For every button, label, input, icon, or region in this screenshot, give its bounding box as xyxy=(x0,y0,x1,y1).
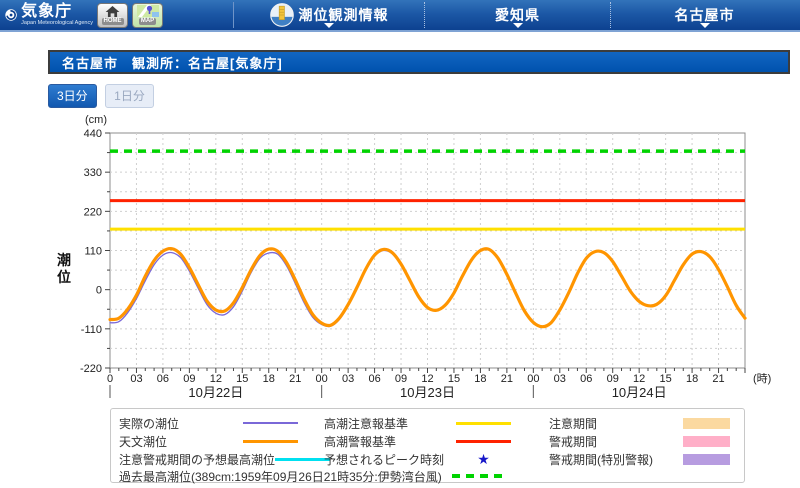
svg-text:00: 00 xyxy=(527,373,539,385)
svg-text:330: 330 xyxy=(84,167,102,179)
map-button[interactable]: MAP xyxy=(132,2,163,28)
svg-text:03: 03 xyxy=(554,373,566,385)
legend-item-warning-period: 警戒期間 xyxy=(549,432,736,450)
svg-text:06: 06 xyxy=(580,373,592,385)
svg-text:-110: -110 xyxy=(81,324,102,336)
svg-text:03: 03 xyxy=(130,373,142,385)
svg-text:10月23日: 10月23日 xyxy=(400,385,455,400)
svg-text:12: 12 xyxy=(633,373,645,385)
station-title-bar: 名古屋市 観測所：名古屋[気象庁] xyxy=(48,50,790,74)
svg-text:12: 12 xyxy=(210,373,222,385)
actual-line-sample xyxy=(243,422,298,424)
chart-legend: 実際の潮位 高潮注意報基準 注意期間 天文潮位 高潮警報基準 警戒期間 xyxy=(110,408,745,484)
nav-city[interactable]: 名古屋市 xyxy=(611,0,798,30)
svg-text:10月22日: 10月22日 xyxy=(188,385,243,400)
svg-text:21: 21 xyxy=(289,373,301,385)
svg-text:0: 0 xyxy=(107,373,113,385)
logo-title: 気象庁 xyxy=(21,2,73,20)
range-1day-button[interactable]: 1日分 xyxy=(105,84,154,108)
svg-text:18: 18 xyxy=(263,373,275,385)
svg-text:21: 21 xyxy=(712,373,724,385)
jma-emblem-icon xyxy=(5,9,17,21)
nav-tide-info-label: 潮位観測情報 xyxy=(298,7,389,23)
chevron-down-icon xyxy=(324,23,334,28)
svg-text:0: 0 xyxy=(96,285,102,297)
home-button[interactable]: HOME xyxy=(97,2,128,28)
tide-level-chart: -220 -110 0 110 220 330 440 0 03 06 09 12 15 18 21 10月2… xyxy=(80,114,771,400)
warning-period-special-swatch xyxy=(683,453,730,465)
svg-text:18: 18 xyxy=(686,373,698,385)
svg-text:06: 06 xyxy=(157,373,169,385)
svg-text:09: 09 xyxy=(607,373,619,385)
tide-gauge-icon xyxy=(269,3,294,27)
past-highest-dashed-sample xyxy=(451,474,504,478)
advisory-period-swatch xyxy=(683,417,730,429)
expected-max-line-sample xyxy=(275,457,331,461)
svg-text:06: 06 xyxy=(368,373,380,385)
range-toolbar: 3日分 1日分 xyxy=(48,84,154,108)
svg-text:00: 00 xyxy=(316,373,328,385)
station-title: 名古屋市 観測所：名古屋[気象庁] xyxy=(62,55,283,71)
y-axis-title: 潮位 xyxy=(57,252,71,285)
nav-separator xyxy=(424,2,425,28)
nav-separator xyxy=(610,2,611,28)
home-label: HOME xyxy=(101,17,124,25)
legend-item-actual: 実際の潮位 xyxy=(119,414,324,432)
legend-item-warning-period-special: 警戒期間(特別警報) xyxy=(549,450,736,468)
svg-text:110: 110 xyxy=(84,246,102,258)
logo-subtitle: Japan Meteorological Agency xyxy=(21,19,93,26)
legend-item-peak-time: 予想されるピーク時刻 ★ xyxy=(324,450,549,468)
chevron-down-icon xyxy=(699,23,710,28)
warning-criterion-line-sample xyxy=(456,439,511,443)
svg-text:12: 12 xyxy=(421,373,433,385)
jma-logo[interactable]: 気象庁 Japan Meteorological Agency xyxy=(5,2,93,28)
legend-item-astronomical: 天文潮位 xyxy=(119,432,324,450)
svg-text:09: 09 xyxy=(395,373,407,385)
legend-item-advisory-criterion: 高潮注意報基準 xyxy=(324,414,549,432)
svg-text:03: 03 xyxy=(342,373,354,385)
astronomical-line-sample xyxy=(243,439,298,443)
chevron-down-icon xyxy=(512,23,523,28)
svg-text:15: 15 xyxy=(448,373,460,385)
svg-text:15: 15 xyxy=(236,373,248,385)
svg-text:18: 18 xyxy=(474,373,486,385)
legend-item-past-highest: 過去最高潮位(389cm:1959年09月26日21時35分:伊勢湾台風) xyxy=(119,468,744,484)
peak-time-star-icon: ★ xyxy=(477,451,490,467)
map-icon xyxy=(136,5,159,17)
legend-item-expected-max: 注意警戒期間の予想最高潮位 xyxy=(119,450,331,468)
map-label: MAP xyxy=(138,18,157,25)
svg-text:440: 440 xyxy=(84,128,102,140)
svg-text:(時): (時) xyxy=(753,372,771,385)
nav-prefecture-label: 愛知県 xyxy=(495,7,540,23)
nav-tide-info[interactable]: 潮位観測情報 xyxy=(234,0,424,30)
svg-text:10月24日: 10月24日 xyxy=(612,385,667,400)
svg-text:-220: -220 xyxy=(80,363,102,375)
svg-text:09: 09 xyxy=(183,373,195,385)
advisory-criterion-line-sample xyxy=(456,421,511,425)
svg-text:(cm): (cm) xyxy=(85,114,107,126)
header-bar: 気象庁 Japan Meteorological Agency HOME MAP xyxy=(0,0,800,32)
home-icon xyxy=(105,5,120,17)
legend-item-advisory-period: 注意期間 xyxy=(549,414,736,432)
nav-city-label: 名古屋市 xyxy=(674,7,735,23)
nav-prefecture[interactable]: 愛知県 xyxy=(425,0,610,30)
legend-item-warning-criterion: 高潮警報基準 xyxy=(324,432,549,450)
svg-text:21: 21 xyxy=(501,373,513,385)
warning-period-swatch xyxy=(683,435,730,447)
nav-separator xyxy=(233,2,234,28)
svg-text:15: 15 xyxy=(660,373,672,385)
svg-text:220: 220 xyxy=(84,206,102,218)
